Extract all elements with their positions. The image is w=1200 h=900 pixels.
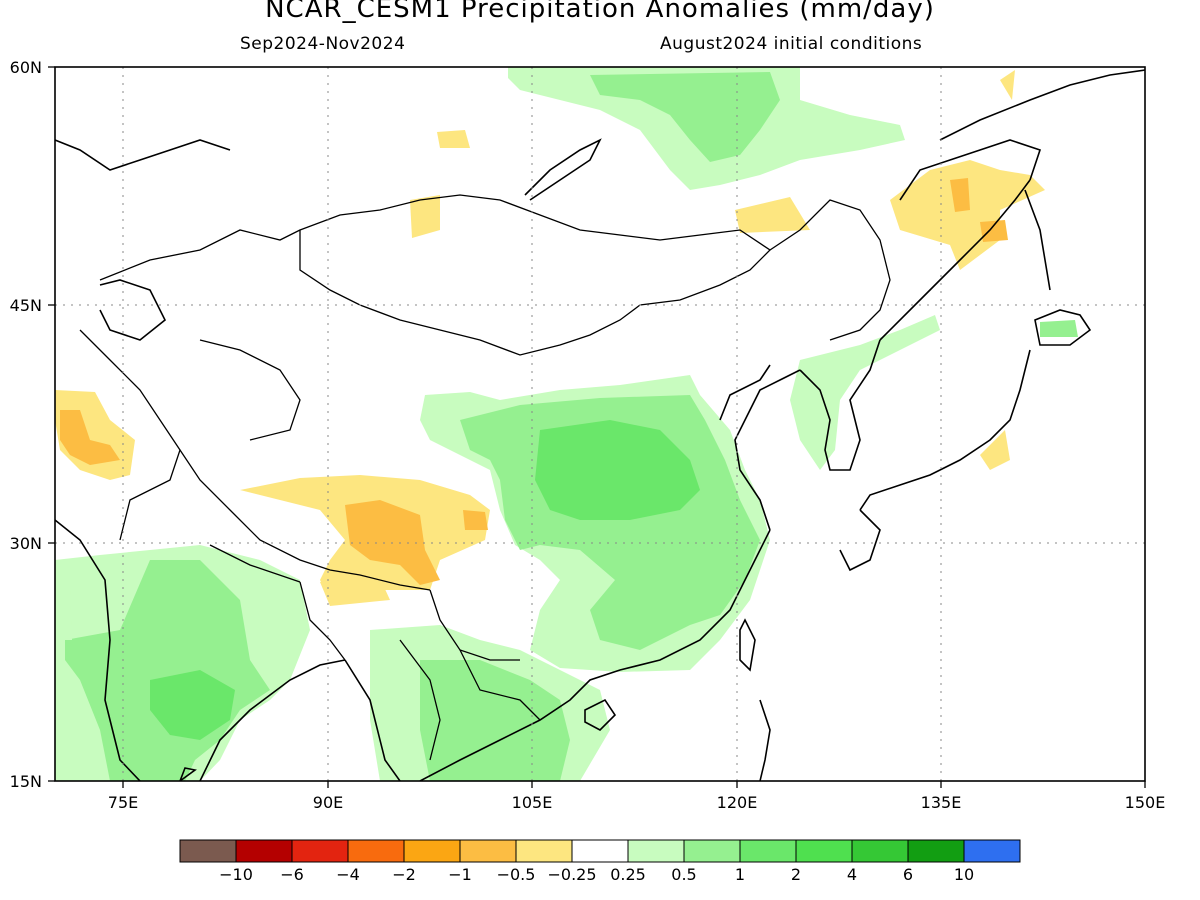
coastline-burma: [344, 659, 401, 781]
coastline-asia-south: [55, 519, 141, 781]
colorbar-label: −6: [280, 865, 304, 884]
colorbar-swatch: [683, 839, 741, 863]
plot-frame: [54, 66, 1146, 782]
colorbar-swatch: [347, 839, 405, 863]
colorbar-swatch: [907, 839, 965, 863]
wet-region-india-strong: [150, 670, 235, 740]
lat-label-30n: 30N: [10, 534, 42, 553]
colorbar-label: 10: [954, 865, 974, 884]
tick-marks: [48, 66, 1146, 788]
border-laos-vietnam: [459, 649, 541, 721]
colorbar-swatch: [403, 839, 461, 863]
dry-region-siberia-patch: [437, 130, 470, 148]
colorbar-swatch: [179, 839, 237, 863]
border-thailand: [399, 639, 441, 761]
coastline-sri-lanka: [179, 767, 197, 781]
coastline-honshu: [859, 349, 1031, 511]
dry-region-kamchatka: [1000, 70, 1015, 100]
dry-region-okhotsk-mid2: [980, 220, 1008, 242]
coastline-taiwan: [739, 618, 756, 672]
coastline-okhotsk: [899, 139, 1042, 201]
coastline-india-east: [199, 659, 346, 781]
colorbar-swatch: [291, 839, 349, 863]
border-nepal: [209, 544, 301, 583]
colorbar-swatch: [795, 839, 853, 863]
coastline-russia-pacific: [879, 179, 1031, 341]
colorbar-swatch: [571, 839, 629, 863]
lat-label-60n: 60N: [10, 58, 42, 77]
dry-region-okhotsk: [890, 160, 1045, 270]
coastline-arctic: [55, 139, 231, 171]
coastlines: [55, 69, 1145, 781]
colorbar-label: 0.25: [610, 865, 646, 884]
dry-region-myanmar: [320, 578, 390, 606]
colorbar-swatch: [627, 839, 685, 863]
colorbar-swatch: [739, 839, 797, 863]
colorbar-swatch: [851, 839, 909, 863]
colorbar-swatch: [459, 839, 517, 863]
colorbar-label: 4: [847, 865, 857, 884]
lon-label-105e: 105E: [512, 793, 553, 812]
border-china-russia-east: [769, 199, 891, 341]
wet-region-china-strong: [535, 420, 700, 520]
coastline-korea: [799, 339, 881, 471]
colorbar-label: −4: [336, 865, 360, 884]
border-kazakhstan-china: [199, 339, 301, 441]
dry-region-mongolia: [410, 195, 440, 238]
coastline-baikal: [524, 138, 602, 201]
page-title: NCAR_CESM1 Precipitation Anomalies (mm/d…: [265, 0, 935, 24]
wet-region-siberia-core: [590, 72, 780, 162]
coastline-china-east: [734, 369, 801, 531]
border-bangladesh: [299, 581, 346, 661]
dry-region-manchuria: [735, 197, 810, 233]
dry-region-afghanistan-mid: [60, 410, 120, 465]
lon-label-135e: 135E: [921, 793, 962, 812]
wet-region-sea-mid: [420, 660, 570, 781]
coastline-indochina: [419, 529, 771, 781]
colorbar-label: 2: [791, 865, 801, 884]
dry-region-japan: [980, 430, 1010, 470]
colorbar-swatch: [235, 839, 293, 863]
colorbar: −10 −6 −4 −2 −1 −0.5 −0.25 0.25 0.5 1 2 4 6 10: [179, 839, 1021, 884]
coastline-caspian: [99, 279, 167, 341]
dry-region-tibet-east: [463, 510, 488, 530]
borders: [79, 194, 891, 761]
colorbar-label: −1: [448, 865, 472, 884]
anomaly-shading: [55, 67, 1078, 781]
border-china-india: [179, 449, 431, 591]
lon-label-75e: 75E: [108, 793, 138, 812]
season-label: Sep2024-Nov2024: [240, 34, 406, 54]
colorbar-label: −10: [219, 865, 253, 884]
lon-label-150e: 150E: [1125, 793, 1166, 812]
border-russia-kazakhstan: [99, 229, 301, 281]
coastline-hokkaido: [1034, 309, 1092, 346]
colorbar-label: −0.5: [497, 865, 536, 884]
colorbar-label: 6: [903, 865, 913, 884]
wet-region-korea: [790, 315, 940, 470]
dry-region-okhotsk-mid: [950, 178, 970, 212]
colorbar-swatch: [515, 839, 573, 863]
coastline-kamchatka: [939, 69, 1145, 141]
border-central-asia: [79, 329, 181, 541]
border-mongolia: [299, 194, 772, 356]
lat-label-45n: 45N: [10, 296, 42, 315]
lon-label-120e: 120E: [717, 793, 758, 812]
colorbar-swatch: [963, 839, 1021, 863]
init-label: August2024 initial conditions: [660, 34, 923, 54]
lon-label-90e: 90E: [313, 793, 343, 812]
coastline-bohai: [719, 364, 771, 421]
coastline-hainan: [584, 698, 617, 731]
coastline-philippines: [759, 699, 771, 781]
gridlines: [55, 67, 1145, 781]
coastline-sakhalin: [1024, 189, 1051, 291]
colorbar-label: 1: [735, 865, 745, 884]
lat-label-15n: 15N: [10, 772, 42, 791]
colorbar-label: −0.25: [547, 865, 596, 884]
wet-region-bay-of-bengal: [55, 580, 72, 640]
colorbar-label: −2: [392, 865, 416, 884]
wet-region-hokkaido: [1040, 320, 1078, 337]
coastline-kyushu: [839, 509, 881, 572]
colorbar-label: 0.5: [671, 865, 696, 884]
